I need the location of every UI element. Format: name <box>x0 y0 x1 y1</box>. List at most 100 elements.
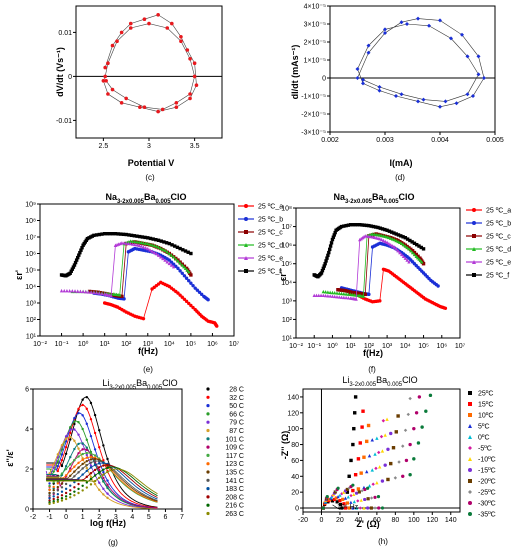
panel-f-point <box>374 225 378 229</box>
panel-e-chart: Na3-2x0.005Ba0.005ClO 10⁻² 10⁻¹ 10⁰ 10¹ 10² 1… <box>14 192 283 374</box>
panel-g-ytick-label: 6 <box>25 387 29 394</box>
panel-d-ytick-label: 0 <box>322 76 326 83</box>
panel-g-ytick-label: 4 <box>25 427 29 434</box>
panel-e-point <box>78 250 82 255</box>
panel-g-point <box>81 403 84 407</box>
panel-f-point <box>408 238 412 243</box>
panel-g-legend-label: 101 C <box>225 436 244 443</box>
panel-g-xlabel: log f(Hz) <box>90 518 126 528</box>
panel-g-point <box>77 407 80 411</box>
panel-e-point <box>187 269 191 274</box>
panel-e-point <box>139 244 144 248</box>
panel-g-point <box>69 474 72 477</box>
panel-g-point <box>89 452 93 455</box>
panel-h-legend-label: 15ºC <box>478 402 493 409</box>
panel-e-legend-marker <box>244 269 248 273</box>
panel-e-ytick-label: 10¹ <box>26 334 37 341</box>
panel-h-legend-marker <box>468 468 472 472</box>
panel-f-point <box>394 247 398 251</box>
panel-g-point <box>81 448 84 451</box>
panel-e-point <box>77 253 81 257</box>
panel-f-point <box>335 291 339 295</box>
panel-g-legend-marker <box>206 428 210 433</box>
panel-d-point <box>427 23 431 28</box>
panel-f-point <box>407 260 411 264</box>
panel-e-legend-label: 25 ºC_e <box>258 256 283 263</box>
panel-g-point <box>98 481 101 484</box>
panel-e-point <box>163 258 167 262</box>
panel-e-point <box>171 255 176 259</box>
panel-e-point <box>159 255 163 259</box>
panel-c-point <box>147 21 151 26</box>
panel-e-point <box>68 271 72 275</box>
panel-h-point <box>414 411 419 415</box>
panel-g-point <box>60 496 64 500</box>
panel-g-point <box>81 473 84 476</box>
panel-f-point <box>379 237 384 242</box>
panel-c-xtick-label: 2.5 <box>99 143 109 150</box>
panel-f-ytick-label: 10¹ <box>282 336 293 343</box>
panel-h-point <box>428 393 433 398</box>
panel-g-point <box>93 468 97 472</box>
panel-h-legend-label: 10ºC <box>478 413 493 420</box>
panel-e-point <box>178 293 182 297</box>
panel-h-legend-label: -35ºC <box>478 512 496 519</box>
panel-e-point <box>127 233 131 237</box>
panel-e-point <box>215 324 219 328</box>
panel-e-point <box>152 250 156 254</box>
panel-e-point <box>119 232 123 236</box>
panel-c-point <box>128 26 133 30</box>
panel-f-point <box>385 235 389 239</box>
panel-g-xtick-label: -2 <box>30 514 36 521</box>
panel-h-annotation: 10⁶ Hz <box>337 504 359 511</box>
panel-f-point <box>326 253 330 258</box>
panel-f-point <box>378 236 382 241</box>
panel-g-legend-label: 216 C <box>225 503 244 510</box>
panel-f-point <box>343 288 347 293</box>
panel-f-point <box>341 288 346 293</box>
panel-f-point <box>348 290 353 294</box>
panel-c-point <box>138 105 142 109</box>
panel-g-point <box>60 490 64 493</box>
panel-g-legend-label: 87 C <box>229 428 244 435</box>
panel-g-series-curve <box>45 436 158 509</box>
panel-e-point <box>122 241 126 245</box>
panel-h-point <box>351 483 355 487</box>
panel-g-point <box>48 491 51 495</box>
panel-h-point <box>369 506 373 510</box>
panel-f-point <box>329 241 334 245</box>
panel-f-point <box>346 296 351 300</box>
panel-g-point <box>81 442 84 445</box>
panel-e-point <box>154 244 159 248</box>
panel-e-point <box>189 273 193 277</box>
panel-f-point <box>326 290 330 294</box>
panel-f-point <box>358 223 362 227</box>
panel-e-point <box>178 246 182 251</box>
panel-g-series-curve <box>46 466 158 497</box>
panel-d-ytick-label: 1×10⁻⁵ <box>304 58 326 65</box>
panel-e-legend-marker <box>244 217 248 221</box>
panel-g-point <box>77 487 80 491</box>
panel-h-xtick-label: 120 <box>426 517 438 524</box>
panel-g-point <box>64 474 68 477</box>
panel-h-point <box>334 496 338 500</box>
panel-h-point <box>332 497 336 502</box>
panel-e-point <box>143 235 147 240</box>
panel-g-legend-marker <box>206 412 210 416</box>
panel-e-point <box>199 292 204 297</box>
panel-h-legend-label: -30ºC <box>478 501 496 508</box>
panel-c-point <box>106 61 110 65</box>
panel-h-point <box>394 430 398 434</box>
panel-c-point <box>179 39 183 43</box>
panel-e-point <box>164 241 169 245</box>
panel-f-point <box>405 245 409 250</box>
panel-e-legend-label: 25 ºC_f <box>258 269 281 276</box>
panel-g-point <box>77 421 80 424</box>
panel-c-point <box>142 17 147 22</box>
panel-g-point <box>73 475 76 478</box>
panel-c-point <box>104 79 108 83</box>
panel-g-point <box>69 467 72 470</box>
panel-g-point <box>69 431 72 435</box>
panel-f-point <box>405 237 410 241</box>
panel-h-point <box>347 474 351 478</box>
